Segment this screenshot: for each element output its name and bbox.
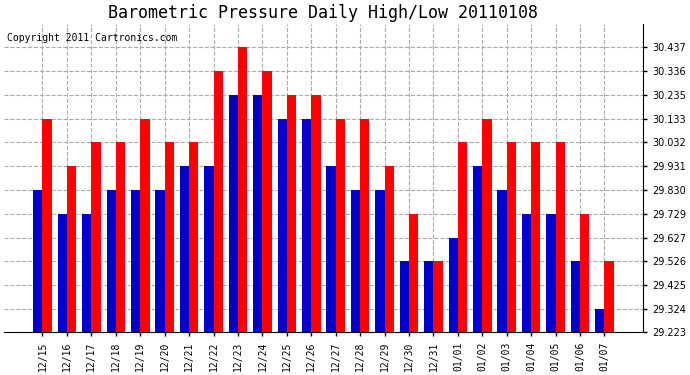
Bar — [189, 142, 199, 332]
Bar — [58, 213, 67, 332]
Bar — [287, 94, 296, 332]
Bar — [458, 142, 467, 332]
Bar — [155, 190, 165, 332]
Bar — [351, 190, 360, 332]
Bar — [116, 142, 125, 332]
Bar — [409, 213, 418, 332]
Bar — [228, 94, 238, 332]
Bar — [140, 118, 150, 332]
Bar — [497, 190, 506, 332]
Bar — [400, 261, 409, 332]
Bar — [448, 237, 458, 332]
Bar — [131, 190, 140, 332]
Bar — [580, 213, 589, 332]
Bar — [311, 94, 321, 332]
Bar — [360, 118, 369, 332]
Bar — [595, 309, 604, 332]
Bar — [336, 118, 345, 332]
Bar — [106, 190, 116, 332]
Bar — [384, 166, 394, 332]
Bar — [213, 71, 223, 332]
Bar — [277, 118, 287, 332]
Bar — [433, 261, 443, 332]
Bar — [91, 142, 101, 332]
Bar — [82, 213, 91, 332]
Text: Copyright 2011 Cartronics.com: Copyright 2011 Cartronics.com — [8, 33, 178, 43]
Bar — [531, 142, 540, 332]
Bar — [67, 166, 76, 332]
Bar — [571, 261, 580, 332]
Bar — [482, 118, 491, 332]
Bar — [165, 142, 174, 332]
Bar — [326, 166, 336, 332]
Bar — [555, 142, 565, 332]
Bar — [473, 166, 482, 332]
Bar — [302, 118, 311, 332]
Bar — [506, 142, 516, 332]
Bar — [180, 166, 189, 332]
Title: Barometric Pressure Daily High/Low 20110108: Barometric Pressure Daily High/Low 20110… — [108, 4, 538, 22]
Bar — [238, 47, 247, 332]
Bar — [604, 261, 614, 332]
Bar — [204, 166, 213, 332]
Bar — [33, 190, 43, 332]
Bar — [262, 71, 272, 332]
Bar — [424, 261, 433, 332]
Bar — [43, 118, 52, 332]
Bar — [375, 190, 384, 332]
Bar — [546, 213, 555, 332]
Bar — [253, 94, 262, 332]
Bar — [522, 213, 531, 332]
